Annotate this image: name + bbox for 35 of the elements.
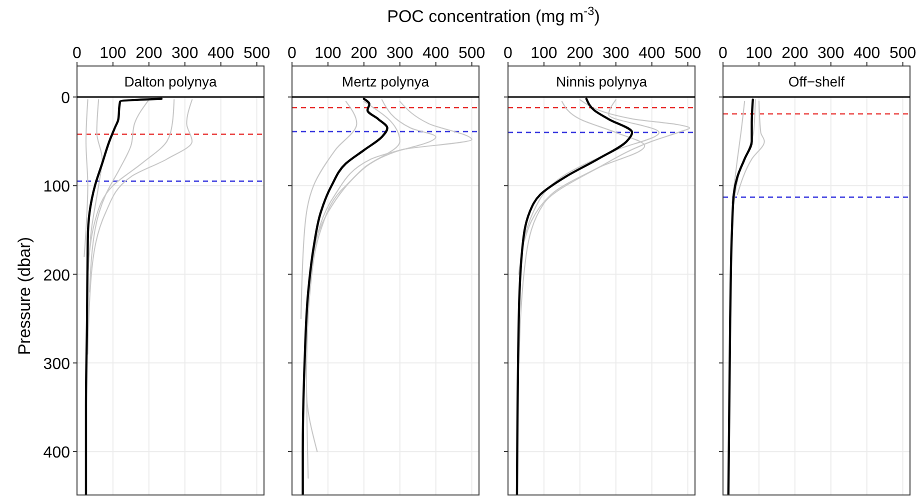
x-tick-label: 100 bbox=[100, 45, 126, 62]
x-tick-label: 300 bbox=[602, 45, 630, 62]
x-tick-label: 400 bbox=[853, 45, 880, 62]
y-tick-label: 200 bbox=[43, 267, 70, 284]
x-tick-label: 500 bbox=[674, 45, 702, 62]
y-tick-label: 400 bbox=[43, 444, 70, 462]
x-tick-label: 100 bbox=[314, 45, 342, 62]
x-tick-label: 0 bbox=[718, 45, 728, 62]
x-tick-label: 500 bbox=[458, 45, 486, 62]
y-tick-label: 0 bbox=[61, 90, 70, 107]
x-tick-label: 0 bbox=[72, 45, 82, 62]
x-tick-label: 0 bbox=[504, 45, 513, 62]
x-tick-label: 300 bbox=[172, 45, 198, 62]
chart-title: Mertz polynya bbox=[342, 74, 430, 90]
y-axis-title: Pressure (dbar) bbox=[15, 236, 34, 356]
chart-title: Dalton polynya bbox=[124, 74, 218, 90]
y-tick-label: 300 bbox=[43, 356, 70, 373]
x-tick-label: 400 bbox=[207, 45, 234, 62]
x-tick-label: 400 bbox=[422, 45, 450, 62]
chart-title: Ninnis polynya bbox=[556, 74, 648, 90]
x-tick-label: 300 bbox=[386, 45, 414, 62]
x-tick-label: 500 bbox=[889, 45, 916, 62]
chart-title: Off−shelf bbox=[788, 74, 845, 90]
x-tick-label: 300 bbox=[818, 45, 844, 62]
x-axis-title: POC concentration (mg m$^{-3}$) bbox=[387, 4, 600, 26]
y-tick-label: 100 bbox=[43, 178, 70, 196]
x-tick-label: 100 bbox=[746, 45, 772, 62]
x-tick-label: 100 bbox=[530, 45, 558, 62]
x-tick-label: 200 bbox=[782, 45, 808, 62]
x-tick-label: 200 bbox=[566, 45, 594, 62]
x-tick-label: 400 bbox=[638, 45, 666, 62]
x-tick-label: 200 bbox=[136, 45, 162, 62]
x-tick-label: 0 bbox=[288, 45, 297, 62]
x-tick-label: 500 bbox=[243, 45, 270, 62]
x-tick-label: 200 bbox=[350, 45, 378, 62]
